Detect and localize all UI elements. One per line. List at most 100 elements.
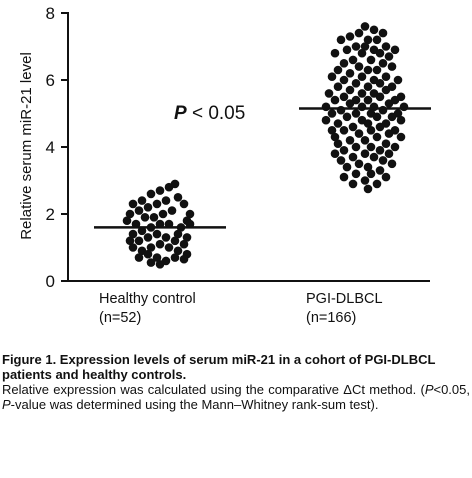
data-point — [155, 186, 165, 195]
data-point — [363, 65, 373, 75]
data-point — [327, 109, 337, 118]
data-point — [366, 142, 376, 152]
data-point — [363, 119, 373, 128]
data-point — [351, 79, 361, 88]
data-point — [369, 25, 379, 35]
data-point — [372, 112, 382, 122]
data-point — [122, 216, 132, 225]
data-point — [381, 42, 391, 51]
data-point — [345, 69, 355, 78]
data-point — [173, 229, 183, 239]
caption-body: Relative expression was calculated using… — [2, 382, 470, 412]
data-point — [384, 99, 394, 108]
data-point — [339, 172, 349, 182]
data-point — [354, 129, 364, 138]
data-point — [384, 149, 394, 158]
data-point — [179, 199, 189, 209]
data-point — [333, 119, 343, 128]
data-point — [396, 115, 406, 125]
data-point — [333, 139, 343, 148]
y-ticks: 0 2 4 6 8 — [46, 4, 68, 291]
data-point — [351, 169, 361, 179]
data-point — [170, 236, 180, 246]
data-point — [339, 126, 349, 135]
data-point — [342, 112, 352, 122]
caption-p-symbol-1: P — [424, 382, 434, 397]
caption-body-pre: Relative expression was calculated using… — [2, 382, 425, 397]
data-point — [170, 179, 180, 189]
data-point — [384, 129, 394, 138]
data-point — [387, 159, 397, 169]
caption-body-mid: <0.05, — [433, 382, 470, 397]
data-points — [122, 22, 409, 269]
data-point — [339, 92, 349, 102]
data-point — [366, 55, 376, 65]
data-point — [360, 42, 370, 51]
data-point — [348, 179, 358, 189]
data-point — [363, 95, 373, 105]
data-point — [351, 142, 361, 152]
data-point — [351, 42, 361, 51]
data-point — [164, 243, 174, 252]
data-point — [363, 162, 373, 172]
data-point — [378, 156, 388, 165]
category-count-pgi: (n=166) — [306, 310, 356, 326]
data-point — [363, 35, 373, 45]
data-point — [360, 136, 370, 145]
data-point — [363, 184, 373, 194]
data-point — [134, 253, 144, 262]
data-point — [179, 254, 189, 264]
data-point — [146, 258, 156, 267]
data-point — [345, 85, 355, 95]
data-point — [351, 109, 361, 118]
data-point — [149, 213, 159, 222]
data-point — [152, 253, 162, 262]
data-point — [128, 243, 138, 252]
data-point — [336, 105, 346, 115]
data-point — [330, 95, 340, 105]
data-point — [387, 112, 397, 122]
data-point — [155, 260, 165, 269]
data-point — [128, 199, 138, 209]
caption-title: Figure 1. Expression levels of serum miR… — [2, 352, 436, 382]
y-axis-title: Relative serum miR-21 level — [18, 52, 35, 240]
data-point — [378, 105, 388, 115]
data-point — [143, 249, 153, 259]
data-point — [357, 89, 367, 98]
data-point — [357, 72, 367, 81]
data-point — [140, 213, 150, 222]
data-point — [375, 122, 385, 132]
data-point — [348, 55, 358, 65]
data-point — [372, 132, 382, 142]
data-point — [372, 35, 382, 45]
data-point — [360, 176, 370, 185]
data-point — [143, 203, 153, 212]
data-point — [330, 149, 340, 158]
data-point — [366, 126, 376, 135]
p-symbol: P — [174, 103, 187, 124]
data-point — [381, 172, 391, 182]
data-point — [339, 75, 349, 85]
mean-lines — [94, 107, 431, 229]
data-point — [384, 52, 394, 61]
category-label-healthy: Healthy control — [99, 291, 196, 307]
data-point — [399, 102, 409, 112]
data-point — [381, 72, 391, 81]
data-point — [390, 142, 400, 152]
data-point — [357, 102, 367, 112]
data-point — [339, 59, 349, 68]
data-point — [161, 196, 171, 205]
data-point — [354, 159, 364, 169]
data-point — [378, 28, 388, 38]
data-point — [366, 169, 376, 179]
data-point — [348, 152, 358, 162]
data-point — [360, 22, 370, 31]
data-point — [381, 139, 391, 148]
y-tick-label: 0 — [46, 272, 55, 291]
data-point — [369, 152, 379, 162]
data-point — [170, 253, 180, 262]
data-point — [185, 209, 195, 219]
category-label-pgi: PGI-DLBCL — [306, 291, 383, 307]
data-point — [357, 48, 367, 58]
data-point — [327, 72, 337, 81]
